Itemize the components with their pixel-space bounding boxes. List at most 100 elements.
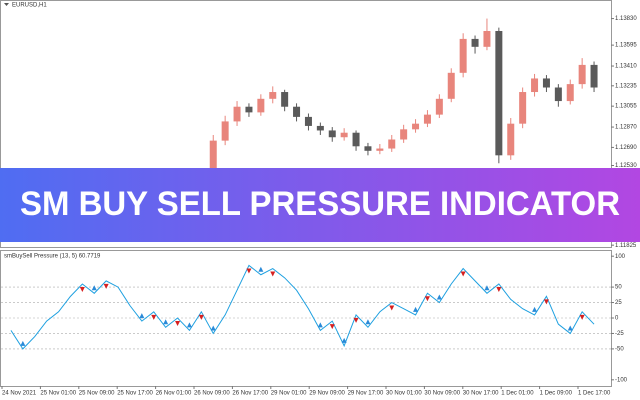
indicator-pane (0, 250, 612, 387)
signal-arrow (186, 322, 192, 328)
candle-body (423, 114, 431, 124)
candle-body (459, 38, 467, 73)
y-tick-label: 50 (615, 285, 622, 291)
y-tick-label: 0 (615, 316, 619, 322)
candle-body (221, 121, 229, 141)
signal-arrow (329, 324, 335, 330)
y-tick-label: 100 (615, 254, 626, 260)
y-tick-label: 1.13830 (615, 16, 637, 22)
signal-arrow (103, 283, 109, 289)
signal-arrow (210, 325, 216, 331)
signal-arrow (532, 306, 538, 312)
signal-arrow (496, 287, 502, 292)
candle-body (578, 64, 586, 85)
x-tick-label: 25 Nov 01:00 (40, 391, 76, 397)
candle-body (269, 92, 277, 99)
x-tick-label: 29 Nov 17:00 (348, 391, 384, 397)
signal-arrow (139, 313, 145, 319)
candle-body (257, 98, 265, 113)
signal-arrow (270, 271, 276, 277)
signal-arrow (163, 319, 169, 325)
signal-arrow (436, 294, 442, 300)
x-tick-label: 26 Nov 17:00 (232, 391, 268, 397)
y-tick-label: 1.13235 (615, 83, 637, 89)
candle-body (352, 132, 360, 147)
signal-arrow (424, 296, 430, 302)
signal-arrow (20, 340, 26, 346)
y-tick-label: -50 (615, 346, 624, 352)
indicator-title: smBuySell Pressure (13, 5) 60.7719 (4, 254, 101, 260)
candle-body (388, 139, 396, 149)
signal-arrow (79, 287, 85, 292)
x-tick-label: 26 Nov 01:00 (156, 391, 192, 397)
signal-arrow (460, 271, 466, 277)
candle-body (293, 106, 301, 117)
signal-arrow (246, 268, 252, 274)
signal-arrow (484, 285, 490, 291)
x-tick-label: 26 Nov 09:00 (194, 391, 230, 397)
y-tick-label: 1.11825 (615, 243, 637, 249)
x-tick-label: 29 Nov 01:00 (271, 391, 307, 397)
signal-arrow (413, 306, 419, 312)
candle-body (447, 72, 455, 99)
signal-arrow (175, 321, 181, 326)
candle-body (554, 87, 562, 102)
candle-body (328, 130, 336, 138)
candle-body (566, 84, 574, 102)
candle-body (400, 129, 408, 140)
x-tick-label: 30 Nov 17:00 (463, 391, 499, 397)
x-tick-label: 29 Nov 09:00 (309, 391, 345, 397)
symbol-icon (4, 3, 9, 6)
x-tick-label: 25 Nov 17:00 (117, 391, 153, 397)
signal-arrow (353, 317, 359, 323)
candle-body (507, 123, 515, 156)
signal-arrow (389, 305, 395, 311)
signal-arrow (198, 314, 204, 320)
x-tick-label: 30 Nov 01:00 (386, 391, 422, 397)
candle-body (471, 38, 479, 47)
signal-arrow (91, 285, 97, 291)
candle-body (233, 106, 241, 122)
y-tick-label: 25 (615, 300, 622, 306)
symbol-title: EURUSD,H1 (12, 3, 47, 9)
y-tick-label: 1.13055 (615, 104, 637, 110)
candle-body (304, 116, 312, 126)
signal-arrow (317, 322, 323, 328)
y-tick-label: 1.13410 (615, 64, 637, 70)
candle-body (316, 125, 324, 131)
candle-body (412, 123, 420, 130)
x-tick-label: 1 Dec 01:00 (501, 391, 534, 397)
x-tick-label: 1 Dec 17:00 (578, 391, 611, 397)
signal-arrow (151, 314, 157, 320)
candle-body (531, 78, 539, 93)
signal-arrow (258, 266, 264, 272)
y-tick-label: -100 (615, 377, 628, 383)
x-tick-label: 24 Nov 2021 (2, 391, 37, 397)
x-tick-label: 30 Nov 09:00 (424, 391, 460, 397)
y-tick-label: -25 (615, 331, 624, 337)
candle-body (245, 106, 253, 113)
y-tick-label: 1.13595 (615, 43, 637, 49)
candle-body (542, 78, 550, 88)
banner-title: SM BUY SELL PRESSURE INDICATOR (20, 185, 620, 223)
candle-body (495, 30, 503, 156)
indicator-line (10, 264, 595, 350)
x-tick-label: 1 Dec 09:00 (540, 391, 573, 397)
candle-body (519, 92, 527, 124)
signal-arrow (567, 325, 573, 331)
y-tick-label: 1.12690 (615, 145, 637, 151)
y-tick-label: 1.12870 (615, 125, 637, 131)
candle-body (281, 92, 289, 107)
candle-body (376, 148, 384, 151)
candle-body (340, 132, 348, 138)
signal-arrow (341, 337, 347, 343)
candle-body (435, 98, 443, 115)
y-tick-label: 1.12530 (615, 163, 637, 169)
candle-body (364, 146, 372, 151)
candle-body (590, 64, 598, 88)
signal-arrow (543, 299, 549, 305)
signal-arrow (579, 314, 585, 320)
signal-arrow (365, 319, 371, 325)
